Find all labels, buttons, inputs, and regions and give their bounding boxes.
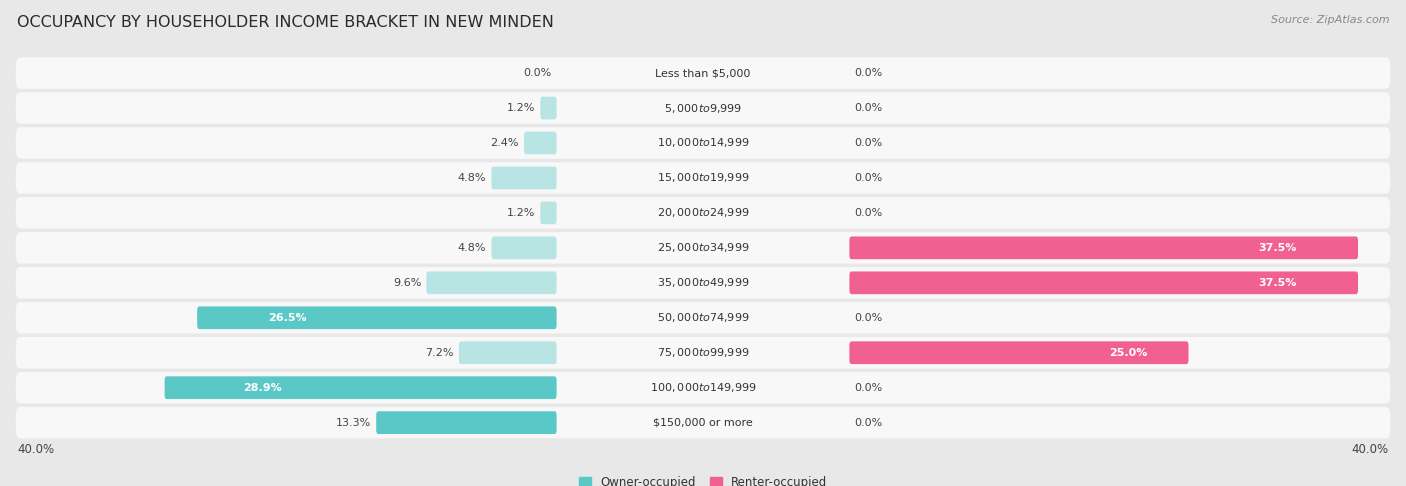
Text: $50,000 to $74,999: $50,000 to $74,999 [657, 311, 749, 324]
Text: $35,000 to $49,999: $35,000 to $49,999 [657, 277, 749, 289]
Text: 0.0%: 0.0% [855, 103, 883, 113]
Text: 1.2%: 1.2% [506, 208, 536, 218]
FancyBboxPatch shape [15, 372, 1391, 403]
Text: Source: ZipAtlas.com: Source: ZipAtlas.com [1271, 15, 1389, 25]
Text: 0.0%: 0.0% [855, 173, 883, 183]
Text: 13.3%: 13.3% [336, 417, 371, 428]
FancyBboxPatch shape [15, 162, 1391, 194]
Text: $150,000 or more: $150,000 or more [654, 417, 752, 428]
Text: 4.8%: 4.8% [458, 243, 486, 253]
FancyBboxPatch shape [377, 411, 557, 434]
FancyBboxPatch shape [15, 197, 1391, 228]
FancyBboxPatch shape [849, 237, 1358, 259]
FancyBboxPatch shape [15, 267, 1391, 298]
FancyBboxPatch shape [426, 272, 557, 294]
Text: 26.5%: 26.5% [267, 313, 307, 323]
FancyBboxPatch shape [849, 341, 1188, 364]
FancyBboxPatch shape [15, 92, 1391, 124]
FancyBboxPatch shape [458, 341, 557, 364]
Text: 0.0%: 0.0% [855, 68, 883, 78]
Text: 40.0%: 40.0% [1351, 443, 1389, 456]
FancyBboxPatch shape [492, 237, 557, 259]
FancyBboxPatch shape [15, 407, 1391, 438]
FancyBboxPatch shape [15, 337, 1391, 368]
Text: 9.6%: 9.6% [392, 278, 422, 288]
Text: 28.9%: 28.9% [243, 382, 283, 393]
FancyBboxPatch shape [540, 202, 557, 224]
Text: 40.0%: 40.0% [17, 443, 55, 456]
Text: 0.0%: 0.0% [523, 68, 551, 78]
Text: $10,000 to $14,999: $10,000 to $14,999 [657, 137, 749, 150]
Text: Less than $5,000: Less than $5,000 [655, 68, 751, 78]
Text: 0.0%: 0.0% [855, 138, 883, 148]
Text: $75,000 to $99,999: $75,000 to $99,999 [657, 346, 749, 359]
Text: 0.0%: 0.0% [855, 208, 883, 218]
Text: 37.5%: 37.5% [1258, 243, 1296, 253]
Text: 7.2%: 7.2% [425, 348, 454, 358]
Text: 0.0%: 0.0% [855, 417, 883, 428]
Text: 0.0%: 0.0% [855, 313, 883, 323]
Text: 25.0%: 25.0% [1109, 348, 1147, 358]
Text: $15,000 to $19,999: $15,000 to $19,999 [657, 172, 749, 185]
Text: $100,000 to $149,999: $100,000 to $149,999 [650, 381, 756, 394]
FancyBboxPatch shape [165, 376, 557, 399]
FancyBboxPatch shape [15, 127, 1391, 159]
Text: 0.0%: 0.0% [855, 382, 883, 393]
FancyBboxPatch shape [197, 306, 557, 329]
Text: 4.8%: 4.8% [458, 173, 486, 183]
Text: 1.2%: 1.2% [506, 103, 536, 113]
FancyBboxPatch shape [15, 232, 1391, 263]
FancyBboxPatch shape [15, 302, 1391, 333]
Text: $20,000 to $24,999: $20,000 to $24,999 [657, 207, 749, 219]
FancyBboxPatch shape [15, 57, 1391, 89]
Text: $5,000 to $9,999: $5,000 to $9,999 [664, 102, 742, 115]
Text: 2.4%: 2.4% [491, 138, 519, 148]
Legend: Owner-occupied, Renter-occupied: Owner-occupied, Renter-occupied [579, 476, 827, 486]
FancyBboxPatch shape [849, 272, 1358, 294]
Text: 37.5%: 37.5% [1258, 278, 1296, 288]
Text: $25,000 to $34,999: $25,000 to $34,999 [657, 242, 749, 254]
FancyBboxPatch shape [492, 167, 557, 190]
FancyBboxPatch shape [540, 97, 557, 120]
Text: OCCUPANCY BY HOUSEHOLDER INCOME BRACKET IN NEW MINDEN: OCCUPANCY BY HOUSEHOLDER INCOME BRACKET … [17, 15, 554, 30]
FancyBboxPatch shape [524, 132, 557, 155]
